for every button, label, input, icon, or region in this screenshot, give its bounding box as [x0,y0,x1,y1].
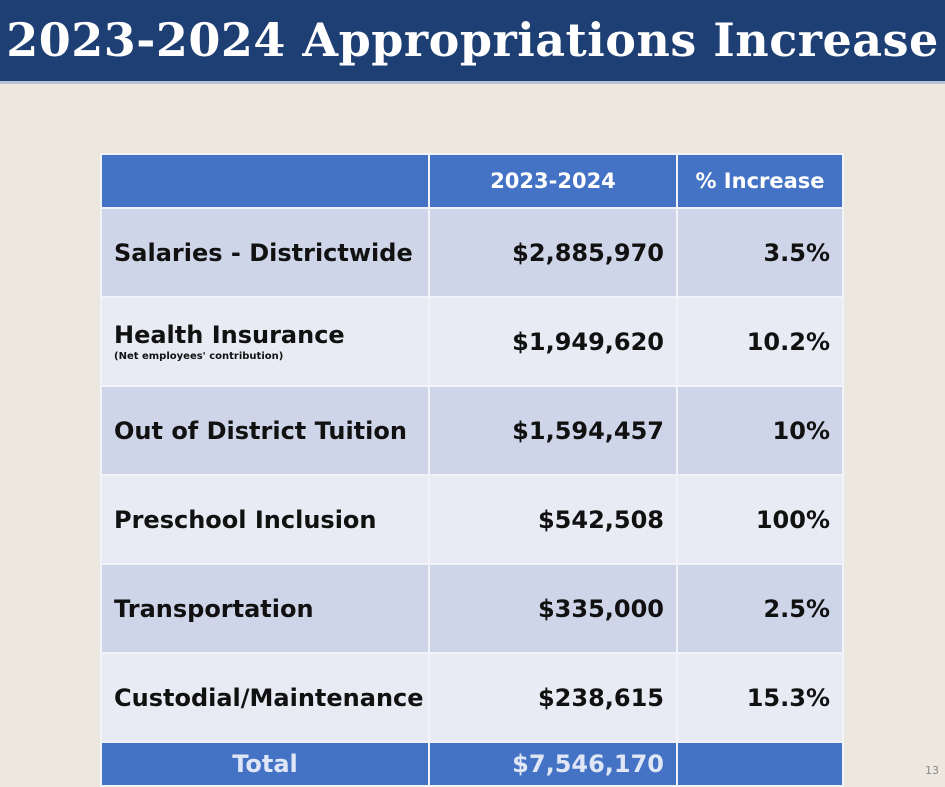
table-row: Out of District Tuition $1,594,457 10% [100,385,844,476]
header-category [100,153,430,209]
slide-title: 2023-2024 Appropriations Increase [6,13,939,67]
appropriations-table: 2023-2024 % Increase Salaries - District… [100,153,844,787]
row-sublabel: (Net employees' contribution) [114,351,284,362]
row-amount: $2,885,970 [428,207,678,298]
row-amount: $1,594,457 [428,385,678,476]
row-amount: $542,508 [428,474,678,565]
row-label: Health Insurance (Net employees' contrib… [100,296,430,387]
row-increase: 100% [676,474,844,565]
row-increase: 10.2% [676,296,844,387]
table-row: Health Insurance (Net employees' contrib… [100,296,844,387]
row-label: Preschool Inclusion [100,474,430,565]
table-row: Custodial/Maintenance $238,615 15.3% [100,652,844,743]
row-increase: 15.3% [676,652,844,743]
row-label-text: Transportation [114,594,314,623]
row-amount: $1,949,620 [428,296,678,387]
total-amount: $7,546,170 [428,741,678,787]
header-increase: % Increase [676,153,844,209]
table-row: Transportation $335,000 2.5% [100,563,844,654]
total-increase [676,741,844,787]
total-row: Total $7,546,170 [100,741,844,787]
header-year: 2023-2024 [428,153,678,209]
table-row: Preschool Inclusion $542,508 100% [100,474,844,565]
row-increase: 3.5% [676,207,844,298]
row-label-text: Preschool Inclusion [114,505,377,534]
row-label: Custodial/Maintenance [100,652,430,743]
table-header-row: 2023-2024 % Increase [100,153,844,209]
table-row: Salaries - Districtwide $2,885,970 3.5% [100,207,844,298]
row-label-text: Health Insurance [114,321,345,349]
row-amount: $238,615 [428,652,678,743]
row-label: Salaries - Districtwide [100,207,430,298]
page-number: 13 [925,764,939,777]
row-label-text: Out of District Tuition [114,416,407,445]
row-increase: 10% [676,385,844,476]
row-increase: 2.5% [676,563,844,654]
total-label: Total [100,741,430,787]
row-label: Transportation [100,563,430,654]
row-label-text: Custodial/Maintenance [114,683,424,712]
title-bar: 2023-2024 Appropriations Increase [0,0,945,84]
row-label-text: Salaries - Districtwide [114,238,413,267]
row-amount: $335,000 [428,563,678,654]
row-label: Out of District Tuition [100,385,430,476]
